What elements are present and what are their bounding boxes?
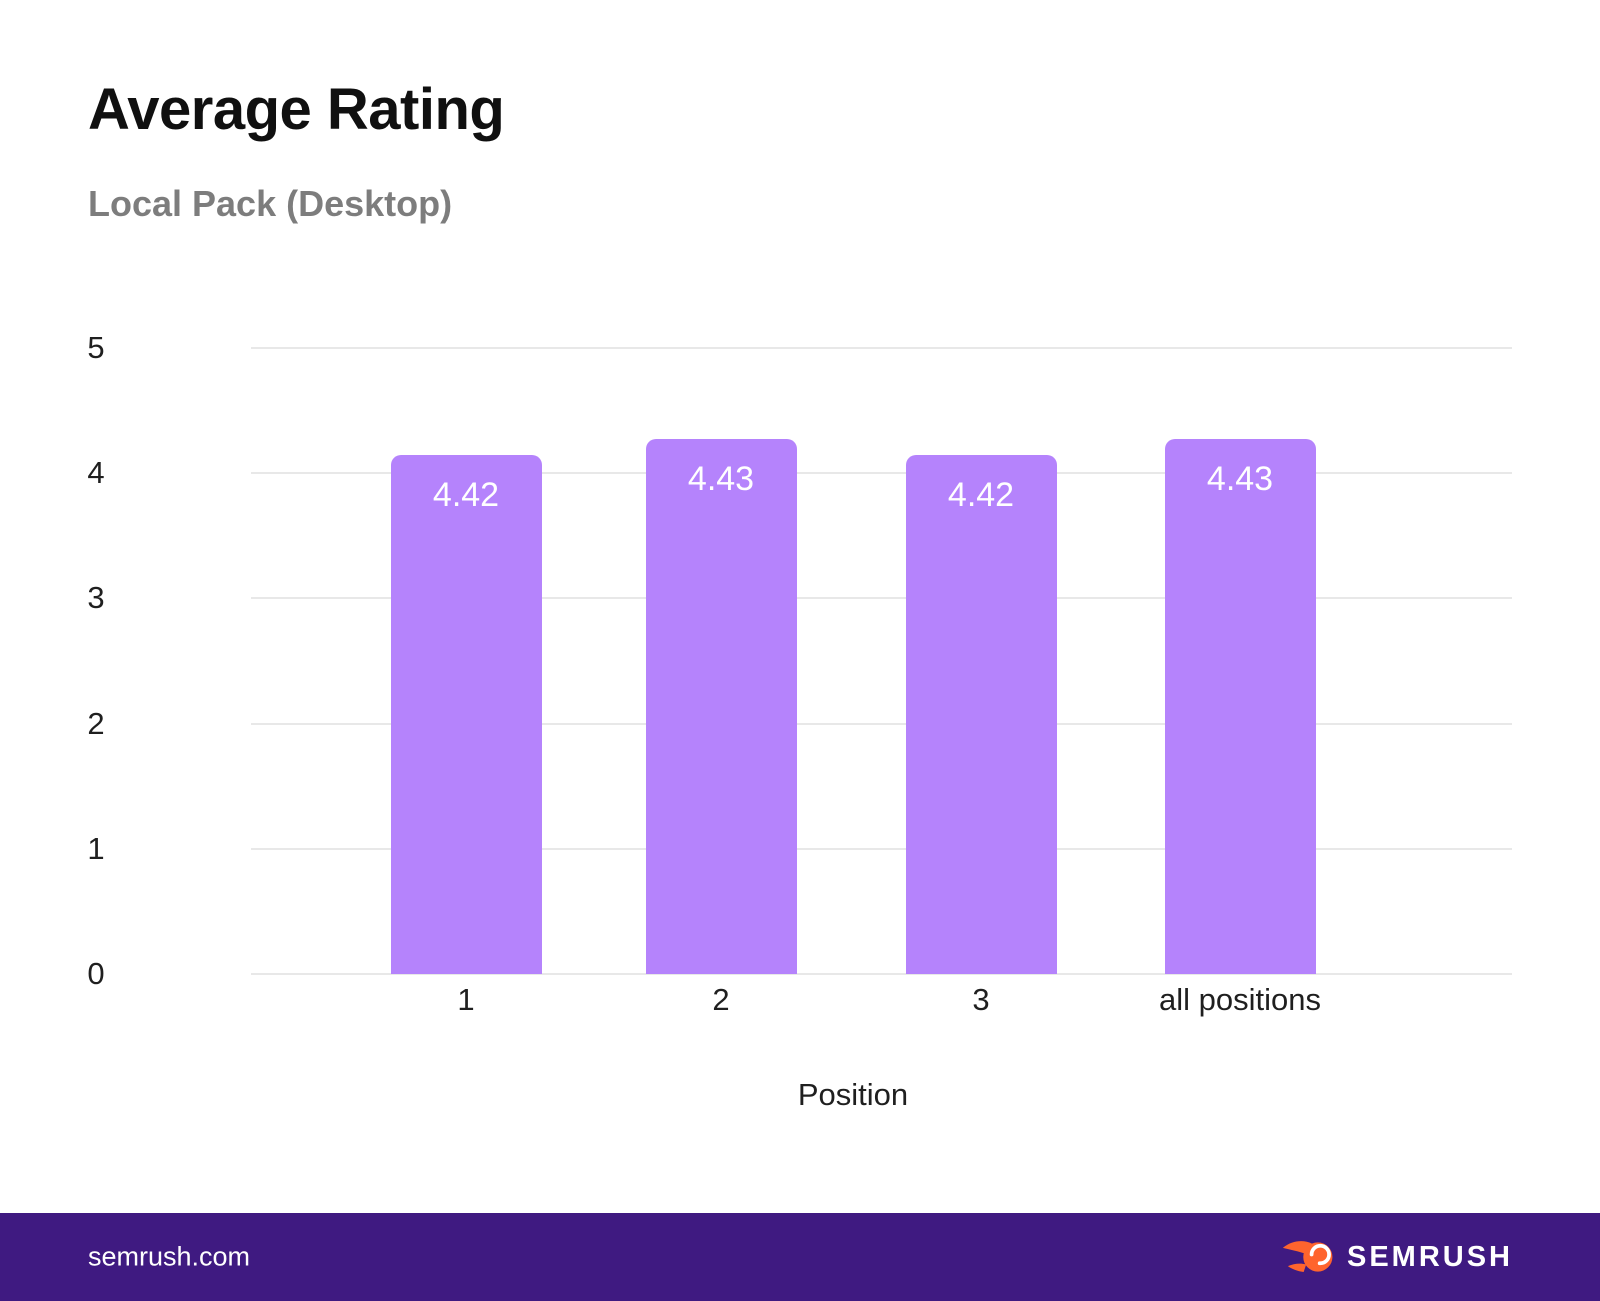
footer-site-link[interactable]: semrush.com (88, 1241, 251, 1272)
bar-value-label: 4.42 (947, 476, 1015, 514)
x-tick-label-1: 1 (457, 982, 475, 1017)
y-tick-label-3: 3 (87, 580, 105, 615)
x-tick-label-3: 3 (972, 982, 990, 1017)
gridline-y-4 (251, 472, 1512, 474)
gridline-y-5 (251, 347, 1512, 349)
gridline-y-0 (251, 973, 1512, 975)
semrush-wordmark: SEMRUSH (1346, 1240, 1513, 1273)
y-tick-label-1: 1 (87, 831, 105, 866)
gridline-y-1 (251, 848, 1512, 850)
chart-title: Average Rating (88, 77, 505, 142)
bar-1: 4.42 (390, 455, 542, 974)
y-tick-label-4: 4 (87, 455, 105, 490)
bar-value-label: 4.43 (687, 460, 755, 498)
footer-bar: semrush.com SEMRUSH (0, 1213, 1600, 1301)
gridline-y-3 (251, 597, 1512, 599)
y-tick-label-5: 5 (87, 330, 105, 365)
x-axis-title: Position (797, 1077, 909, 1112)
gridline-y-2 (251, 723, 1512, 725)
x-tick-label-2: 2 (712, 982, 730, 1017)
bar-2: 4.43 (645, 439, 797, 974)
y-tick-label-2: 2 (87, 706, 105, 741)
bar-value-label: 4.43 (1206, 460, 1274, 498)
chart-subtitle: Local Pack (Desktop) (88, 183, 453, 224)
bar-3: 4.42 (905, 455, 1057, 974)
bar-value-label: 4.42 (432, 476, 500, 514)
bar-all-positions: 4.43 (1164, 439, 1316, 974)
semrush-logo[interactable]: SEMRUSH (1280, 1237, 1513, 1277)
y-tick-label-0: 0 (87, 956, 105, 991)
semrush-flame-icon (1282, 1241, 1333, 1272)
x-tick-label-all-positions: all positions (1159, 982, 1321, 1017)
